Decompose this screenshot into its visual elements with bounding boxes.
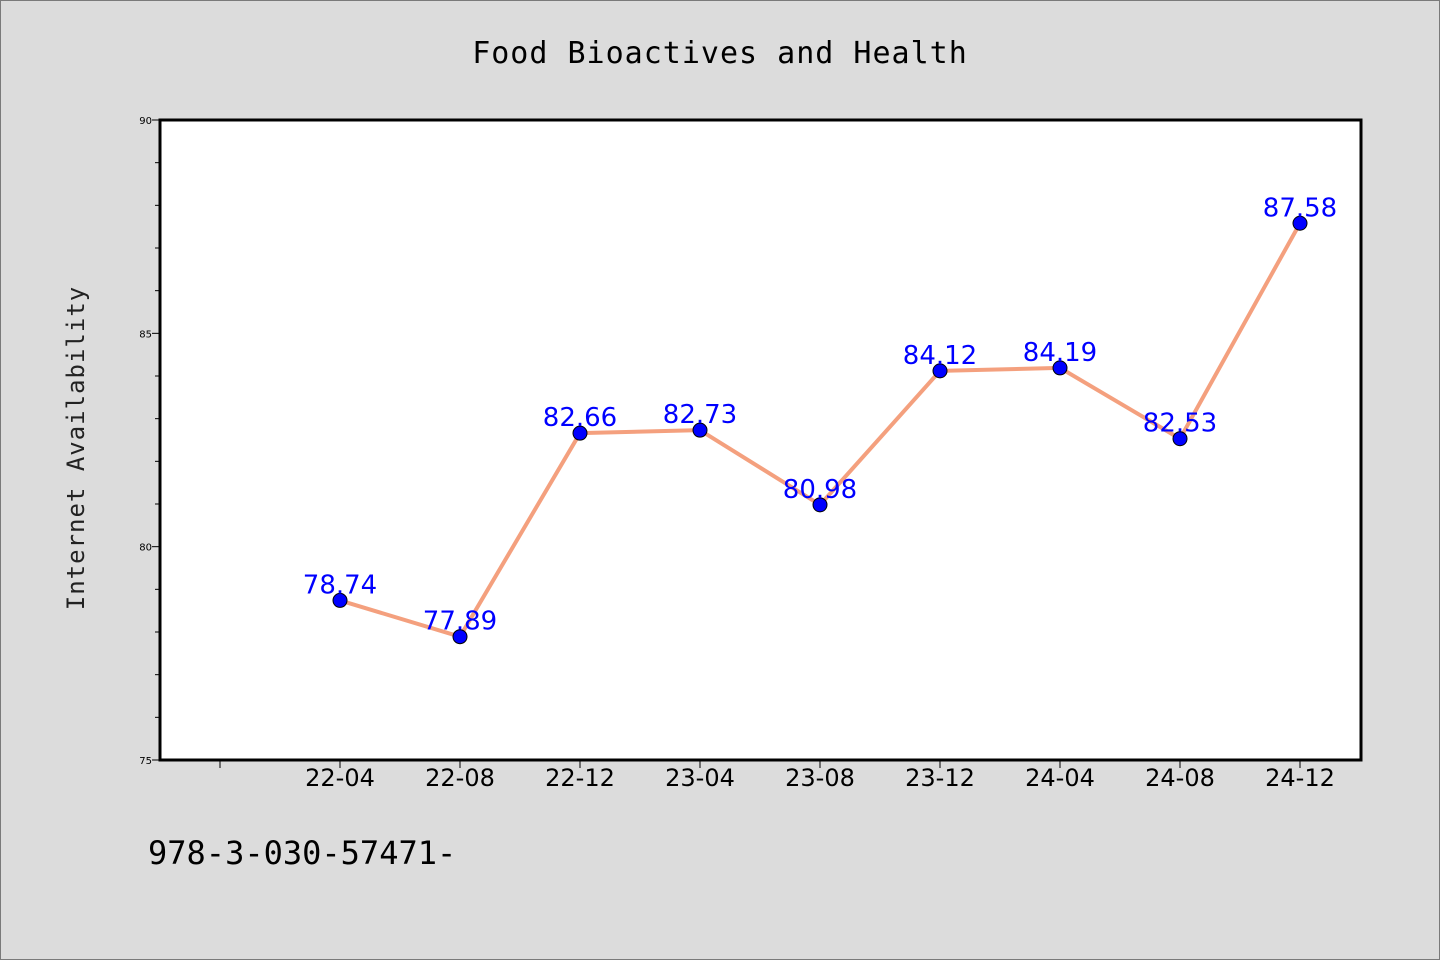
x-tick-label: 23-08 [785,764,855,792]
data-point [572,425,588,441]
series-line-group [332,215,1308,645]
data-point [1052,360,1068,376]
x-tick-label: 24-12 [1265,764,1335,792]
chart-title: Food Bioactives and Health [472,36,968,71]
data-label: 82.73 [663,400,737,430]
x-tick-label: 23-12 [905,764,975,792]
data-label: 77.89 [423,607,497,637]
data-point [1292,215,1308,231]
plot-area [158,118,1363,762]
data-point [452,629,468,645]
data-label: 82.53 [1143,409,1217,439]
x-tick-label: 22-12 [545,764,615,792]
x-axis: 22-04 22-08 22-12 23-04 23-08 23-12 24-04 24-08… [219,760,1335,792]
data-point [692,422,708,438]
x-tick-label: 22-04 [305,764,375,792]
y-tick-label: 80 [139,543,152,554]
data-label: 84.12 [903,341,977,371]
y-axis: 75 80 85 90 [139,116,160,767]
y-axis-label: Internet Availability [62,286,90,610]
x-tick-label: 24-04 [1025,764,1095,792]
data-label-group: 78.74 77.89 82.66 82.73 80.98 84.12 84.19 82.53… [303,193,1337,636]
data-label: 87.58 [1263,193,1337,223]
data-label: 80.98 [783,475,857,505]
data-label: 82.66 [543,403,617,433]
data-label: 78.74 [303,570,377,600]
footer-text: 978-3-030-57471- [148,834,456,872]
y-tick-label: 90 [139,116,152,127]
data-point [932,363,948,379]
x-tick-label: 23-04 [665,764,735,792]
data-label: 84.19 [1023,338,1097,368]
y-tick-label: 75 [139,756,152,767]
x-tick-label: 24-08 [1145,764,1215,792]
data-point [812,497,828,513]
y-tick-label: 85 [139,329,152,340]
x-tick-label: 22-08 [425,764,495,792]
data-point [1172,431,1188,447]
data-point [332,592,348,608]
